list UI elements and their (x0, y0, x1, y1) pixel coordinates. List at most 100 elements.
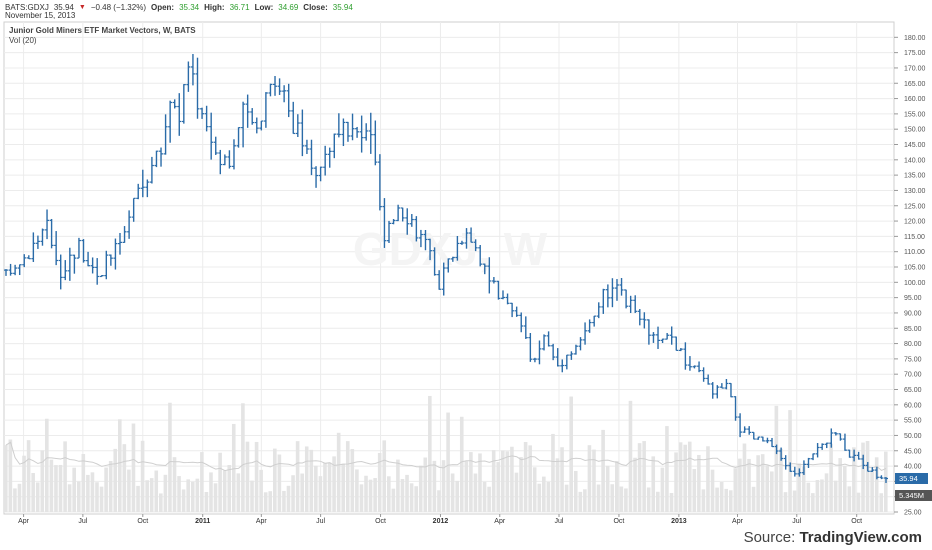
y-tick-label: 55.00 (904, 418, 922, 425)
volume-bar (218, 452, 222, 512)
volume-bar (656, 491, 660, 512)
y-tick-label: 100.00 (904, 280, 926, 287)
volume-bar (177, 476, 181, 512)
volume-bar (277, 454, 282, 512)
volume-bar (108, 460, 113, 512)
volume-bar (842, 465, 847, 512)
volume-bar (222, 470, 227, 512)
volume-bar (692, 469, 697, 512)
volume-bar (250, 480, 254, 512)
volume-tag-bg (895, 490, 932, 501)
volume-bar (619, 486, 624, 512)
volume-bar (756, 455, 760, 512)
volume-bar (245, 441, 250, 512)
x-tick-label: Apr (732, 518, 744, 525)
volume-bar (614, 461, 619, 512)
x-tick-label: Oct (613, 518, 624, 525)
y-tick-label: 80.00 (904, 341, 922, 348)
volume-bar (596, 484, 601, 512)
volume-bar (22, 455, 26, 512)
volume-bar (815, 480, 820, 512)
volume-bar (719, 481, 724, 512)
x-tick-label: Jul (555, 518, 564, 525)
volume-bar (200, 452, 204, 512)
last-price: 35.94 (53, 2, 74, 12)
low-label: Low: (254, 2, 274, 12)
volume-bar (555, 458, 560, 512)
volume-bar (136, 485, 140, 512)
volume-bar (49, 459, 54, 512)
volume-bar (377, 452, 382, 512)
y-tick-label: 105.00 (904, 265, 926, 272)
volume-bar (300, 473, 304, 512)
volume-bar (624, 488, 628, 512)
ohlc-bars (4, 54, 888, 483)
volume-bar (788, 410, 792, 512)
volume-bar (856, 492, 861, 512)
volume-bar (259, 469, 263, 512)
y-tick-label: 40.00 (904, 464, 922, 471)
volume-bar (127, 469, 131, 512)
volume-bar (86, 474, 90, 512)
plot-frame (3, 21, 895, 515)
y-tick-label: 175.00 (904, 50, 926, 57)
volume-bar (35, 482, 40, 512)
y-tick-label: 170.00 (904, 65, 926, 72)
volume-bar (26, 440, 31, 512)
volume-bar (45, 418, 49, 512)
y-tick-label: 140.00 (904, 157, 926, 164)
volume-bar (514, 472, 519, 512)
volume-bar (67, 484, 72, 512)
volume-bar (824, 473, 829, 512)
volume-tag-label: 5.345M (899, 491, 924, 500)
volume-bar (263, 492, 268, 512)
volume-bar (674, 452, 678, 512)
x-tick-label: Apr (18, 518, 30, 525)
volume-bar (665, 426, 669, 512)
volume-bars (4, 395, 888, 512)
y-tick-label: 50.00 (904, 433, 922, 440)
volume-bar (496, 462, 501, 512)
volume-bar (76, 481, 81, 512)
volume-bar (186, 479, 190, 512)
volume-bar (309, 449, 314, 512)
volume-bar (428, 395, 432, 512)
volume-bar (159, 493, 163, 512)
volume-bar (651, 456, 656, 512)
volume-bar (542, 476, 546, 512)
y-tick-label: 75.00 (904, 356, 922, 363)
volume-bar (697, 454, 701, 512)
volume-bar (31, 473, 35, 512)
volume-bar (455, 480, 459, 512)
price-tag-bg (895, 473, 928, 484)
x-tick-label: Oct (137, 518, 148, 525)
y-tick-label: 125.00 (904, 203, 926, 210)
volume-bar (783, 492, 788, 512)
chart-subtitle: Vol (20) (9, 36, 37, 45)
volume-bar (90, 472, 95, 512)
source-prefix: Source: (743, 529, 796, 546)
volume-bar (683, 444, 687, 512)
volume-bar (63, 441, 67, 512)
volume-bar (291, 475, 295, 512)
volume-bar (318, 476, 323, 512)
volume-bar (190, 481, 195, 512)
x-tick-label: Oct (375, 518, 386, 525)
volume-bar (172, 457, 177, 512)
volume-bar (551, 433, 555, 512)
volume-bar (54, 465, 58, 512)
volume-bar (587, 445, 592, 512)
volume-bar (323, 463, 327, 512)
x-tick-label: 2012 (433, 518, 449, 525)
volume-bar (879, 493, 884, 512)
volume-bar (573, 470, 578, 512)
volume-bar (537, 483, 542, 512)
volume-bar (350, 449, 355, 512)
volume-bar (733, 468, 738, 512)
volume-bar (601, 429, 605, 512)
chart-title: Junior Gold Miners ETF Market Vectors, W… (9, 26, 196, 35)
volume-bar (500, 450, 505, 512)
volume-bar (286, 485, 291, 512)
volume-bar (578, 491, 583, 512)
